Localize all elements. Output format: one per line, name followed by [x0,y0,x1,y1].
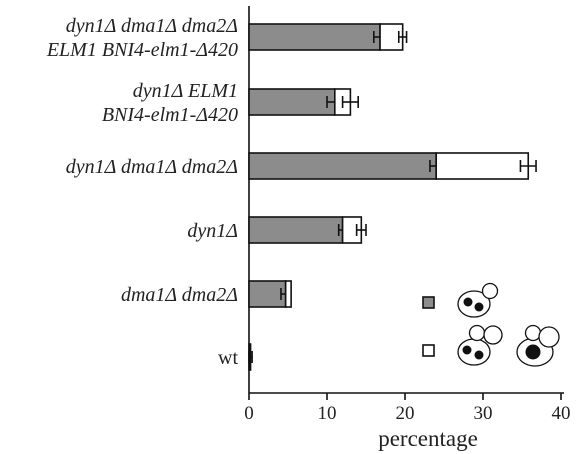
x-axis-title: percentage [378,426,478,451]
bar-4-segment-0 [248,280,287,308]
category-label-0-line-0: dyn1Δ dma1Δ dma2Δ [66,15,238,37]
mother-cell-two-nuclei-large-bud-and-binucleate-cell-icon [457,324,560,367]
x-tick-label-0: 0 [244,403,254,424]
error-bar-5-0 [248,351,253,363]
error-bar-2-1 [519,160,537,172]
bar-0-segment-0 [248,23,381,51]
error-bar-1-1 [341,96,360,108]
x-tick-label-1: 10 [318,403,337,424]
bar-3-segment-0 [248,216,344,244]
category-label-5-line-0: wt [218,347,238,369]
legend-swatch-white [422,344,435,357]
category-label-0-line-1: ELM1 BNI4-elm1-Δ420 [46,39,238,61]
bar-2-segment-1 [435,152,530,180]
x-tick-label-4: 40 [552,403,571,424]
category-label-1-line-1: BNI4-elm1-Δ420 [102,104,238,126]
mother-cell-two-nuclei-with-bud-icon [457,282,499,318]
category-label-1-line-0: dyn1Δ ELM1 [133,80,238,102]
category-label-2-line-0: dyn1Δ dma1Δ dma2Δ [66,156,238,178]
bars-group [248,23,537,371]
x-tick-label-3: 30 [474,403,493,424]
x-tick-label-2: 20 [396,403,415,424]
legend [422,282,560,367]
legend-swatch-dark [422,296,435,309]
bar-4-segment-1 [284,280,292,308]
error-bar-0-1 [397,31,408,43]
category-label-3-line-0: dyn1Δ [187,220,238,242]
error-bar-3-1 [355,224,367,236]
bar-1-segment-0 [248,88,336,116]
category-label-4-line-0: dma1Δ dma2Δ [121,284,238,306]
bar-2-segment-0 [248,152,437,180]
x-axis-ticks: 0 10 20 30 40 [244,393,571,424]
